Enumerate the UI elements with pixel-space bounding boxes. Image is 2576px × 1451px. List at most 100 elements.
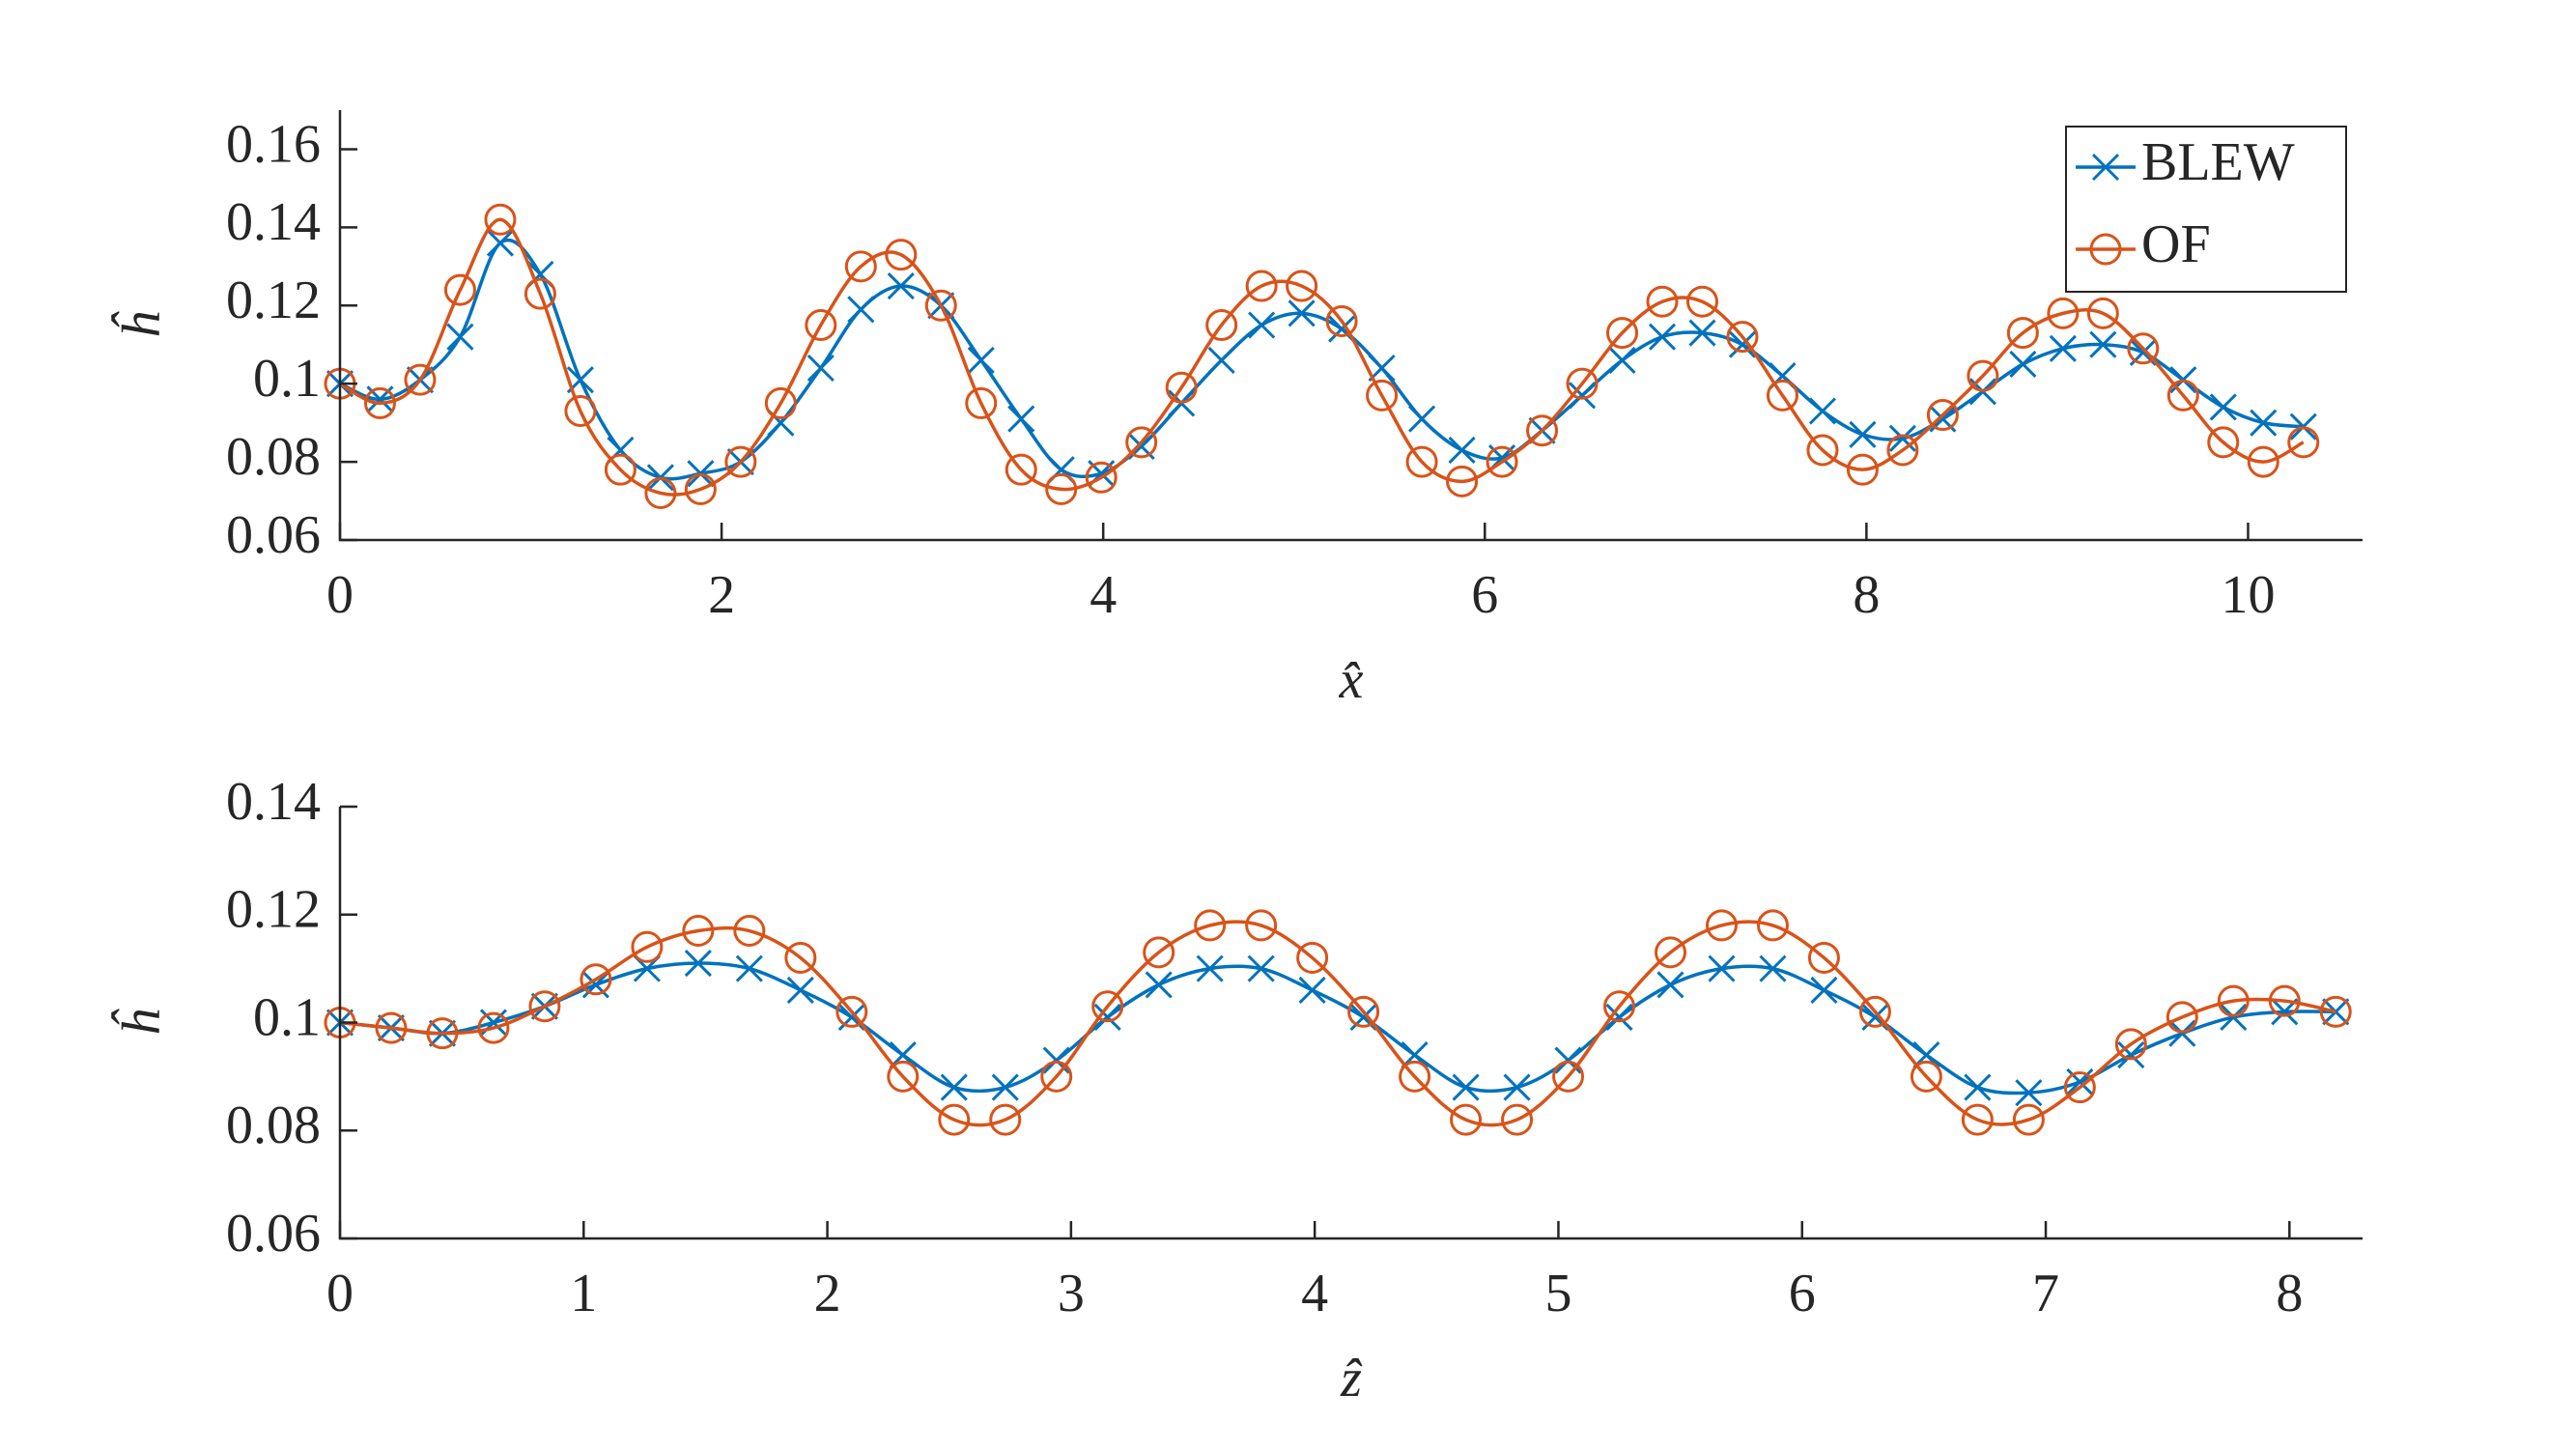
marker — [1349, 1003, 1377, 1031]
series-line — [339, 238, 2304, 481]
marker — [1286, 270, 1318, 302]
marker — [1245, 270, 1278, 302]
marker — [426, 1017, 459, 1050]
marker — [1194, 909, 1227, 942]
marker — [1501, 1103, 1534, 1136]
marker — [644, 476, 677, 509]
marker — [1085, 461, 1118, 494]
marker — [2086, 297, 2119, 329]
marker — [2168, 1019, 2196, 1047]
axis-line — [338, 807, 2363, 1240]
y-tick-label: 0.08 — [226, 427, 321, 487]
marker — [835, 995, 868, 1028]
marker — [1964, 1073, 1992, 1101]
x-tick-label: 0 — [326, 1264, 354, 1323]
x-axis-label: ẑ — [1340, 1349, 1363, 1408]
x-tick-label: 2 — [814, 1264, 841, 1323]
y-tick-label: 0.14 — [226, 772, 321, 832]
marker — [1288, 299, 1316, 327]
marker — [2049, 334, 2077, 362]
y-tick-label: 0.16 — [226, 114, 321, 174]
marker — [2209, 393, 2237, 421]
marker — [1298, 976, 1326, 1005]
marker — [1726, 321, 1759, 354]
marker — [2066, 1067, 2094, 1096]
marker — [443, 273, 476, 306]
marker — [2247, 445, 2279, 478]
marker — [1605, 1003, 1633, 1031]
marker — [1656, 971, 1684, 999]
marker — [847, 296, 875, 324]
marker — [733, 915, 766, 948]
marker — [446, 323, 474, 351]
series-line — [339, 217, 2305, 497]
marker — [2127, 332, 2160, 365]
marker — [724, 445, 757, 478]
marker — [1608, 346, 1636, 374]
x-axis-label: x̂ — [1339, 650, 1364, 710]
marker — [1566, 367, 1599, 400]
marker — [1408, 405, 1436, 433]
marker — [1810, 976, 1838, 1005]
marker — [967, 346, 995, 374]
marker — [1961, 1103, 1994, 1136]
marker — [1125, 426, 1158, 459]
marker — [2220, 1003, 2248, 1031]
marker — [887, 271, 915, 300]
x-tick-label: 5 — [1544, 1264, 1571, 1323]
marker — [1888, 424, 1916, 452]
marker — [2015, 1079, 2043, 1107]
marker — [938, 1103, 971, 1136]
marker — [1007, 405, 1035, 433]
marker — [1654, 936, 1686, 969]
x-tick-label: 10 — [2221, 565, 2275, 625]
marker — [1759, 954, 1787, 982]
marker — [2089, 330, 2117, 358]
marker — [2250, 409, 2278, 437]
marker — [1347, 995, 1380, 1028]
y-axis-label: ĥ — [110, 311, 172, 339]
axis-line — [338, 110, 2363, 542]
marker — [524, 277, 556, 310]
legend-box — [2065, 126, 2347, 293]
x-tick-label: 6 — [1789, 1264, 1816, 1323]
marker — [1145, 971, 1173, 999]
x-tick-label: 8 — [1853, 565, 1880, 625]
marker — [1093, 1003, 1121, 1031]
marker — [1728, 330, 1757, 358]
marker — [965, 386, 998, 419]
x-tick-label: 7 — [2032, 1264, 2059, 1323]
marker — [528, 990, 561, 1023]
marker — [1708, 954, 1736, 982]
y-tick-label: 0.1 — [253, 987, 321, 1047]
marker — [1207, 346, 1235, 374]
marker — [477, 1011, 510, 1044]
marker — [1606, 317, 1639, 350]
marker — [1165, 371, 1198, 404]
marker — [1248, 311, 1276, 339]
marker — [363, 386, 396, 419]
marker — [1526, 414, 1559, 447]
marker — [682, 915, 715, 948]
y-tick-label: 0.08 — [226, 1095, 321, 1155]
marker — [2322, 998, 2350, 1026]
marker — [375, 1011, 408, 1044]
marker — [2217, 984, 2250, 1017]
marker — [2287, 426, 2320, 459]
legend-label: OF — [2141, 214, 2211, 274]
marker — [885, 239, 918, 271]
marker — [1568, 382, 1597, 410]
y-tick-label: 0.06 — [226, 505, 321, 565]
marker — [1807, 941, 1840, 974]
marker — [2063, 1071, 2096, 1104]
marker — [2166, 1001, 2198, 1034]
x-tick-label: 4 — [1090, 565, 1117, 625]
legend: BLEW OF — [2065, 126, 2347, 293]
marker — [604, 453, 637, 486]
marker — [1846, 453, 1879, 486]
marker — [1091, 990, 1124, 1023]
marker — [1756, 909, 1789, 942]
marker — [684, 472, 717, 505]
marker — [1858, 995, 1891, 1028]
marker — [1552, 1060, 1585, 1093]
